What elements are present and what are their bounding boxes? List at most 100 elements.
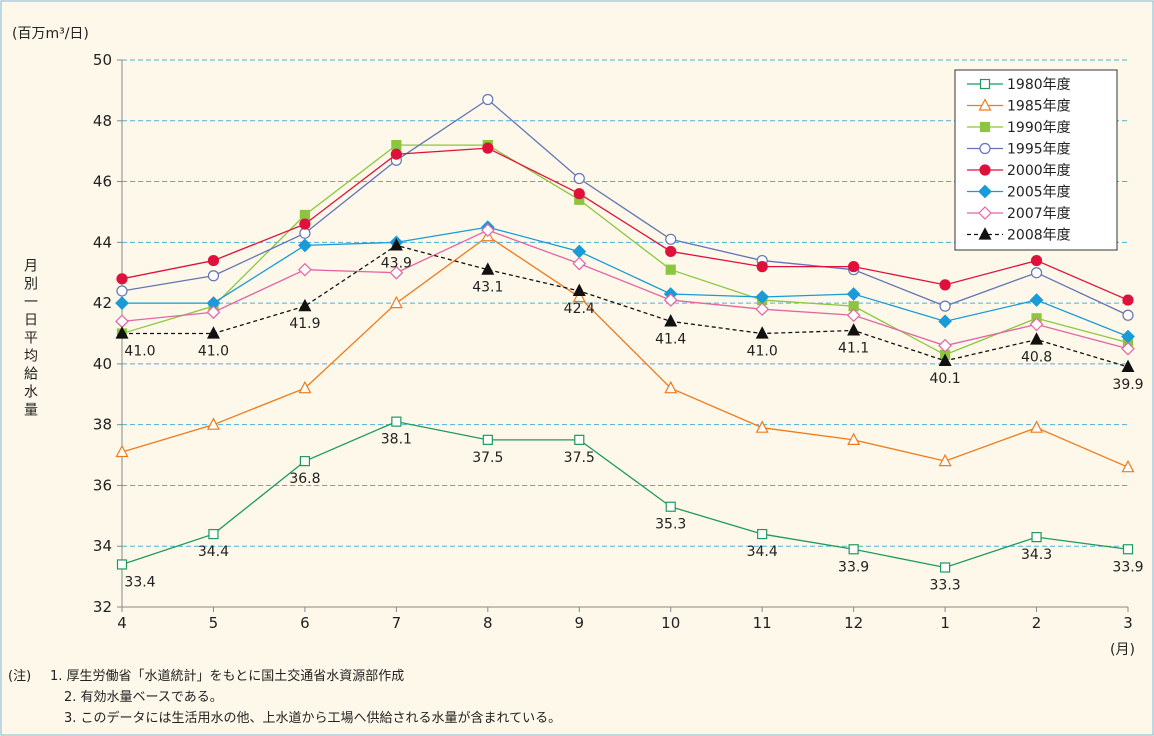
data-label: 38.1 (381, 432, 412, 448)
data-label: 36.8 (289, 471, 320, 487)
data-label: 34.4 (747, 544, 778, 560)
point (116, 285, 128, 297)
data-label: 39.9 (1112, 377, 1143, 393)
series-line (121, 420, 1129, 569)
data-label: 41.0 (747, 344, 778, 360)
point (938, 314, 952, 329)
series-line (121, 229, 1129, 350)
point (115, 444, 129, 458)
legend-marker (978, 98, 992, 111)
y-tick-label: 40 (93, 355, 112, 373)
data-label: 34.3 (1021, 547, 1052, 563)
legend-marker (978, 206, 992, 220)
point (299, 218, 311, 230)
data-label: 41.0 (198, 344, 229, 360)
point (298, 262, 312, 277)
point (391, 416, 402, 427)
point (572, 289, 586, 303)
note: 3. このデータには生活用水の他、上水道から工場へ供給される水量が含まれている。 (64, 710, 561, 726)
point (206, 326, 220, 339)
series-line (122, 244, 1129, 368)
point (1030, 420, 1044, 433)
series-line (121, 98, 1129, 316)
data-label: 41.0 (124, 344, 155, 360)
point (390, 148, 402, 160)
note: 1. 厚生労働省「水道統計」をもとに国土交通省水資源部作成 (50, 668, 404, 684)
y-tick-label: 36 (93, 476, 112, 494)
point (207, 270, 220, 282)
point (665, 501, 676, 512)
point (847, 432, 861, 445)
legend-label: 1995年度 (1007, 142, 1071, 158)
point (938, 353, 952, 366)
data-label: 34.4 (198, 544, 229, 560)
y-tick-label: 44 (93, 233, 112, 251)
x-tick-label: 8 (483, 614, 493, 632)
point (847, 323, 861, 336)
point (299, 209, 311, 221)
data-label: 37.5 (564, 450, 595, 466)
data-label: 41.1 (838, 340, 869, 356)
point (938, 338, 952, 353)
data-label: 35.3 (655, 517, 686, 533)
x-tick-label: 9 (574, 614, 584, 632)
point (299, 456, 311, 467)
point (665, 245, 677, 258)
point (1121, 341, 1135, 356)
point (206, 417, 220, 430)
point (939, 279, 951, 291)
x-tick-label: 4 (117, 614, 127, 632)
legend-box (954, 69, 1118, 251)
point (298, 298, 312, 312)
point (115, 326, 129, 339)
y-tick-label: 48 (93, 112, 112, 130)
point (572, 256, 587, 271)
legend-label: 1985年度 (1007, 99, 1071, 115)
point (206, 305, 221, 320)
point (389, 295, 403, 309)
data-label: 33.3 (930, 577, 961, 593)
series (115, 223, 1135, 356)
series (115, 228, 1135, 473)
y-tick-label: 46 (93, 173, 112, 191)
point (664, 314, 678, 327)
point (1122, 294, 1134, 306)
point (116, 273, 128, 285)
legend-marker (979, 142, 991, 155)
point (665, 264, 676, 275)
series: 33.4 34.4 36.8 38.1 37.5 37.5 35.3 34.4 33.9 33.3… (116, 416, 1144, 593)
data-label: 37.5 (472, 450, 503, 466)
point (116, 559, 128, 570)
x-tick-label: 7 (392, 614, 402, 632)
data-label: 33.9 (1112, 559, 1143, 575)
point (481, 262, 495, 275)
point (939, 300, 951, 312)
point (846, 287, 861, 301)
point (115, 296, 129, 310)
point (574, 434, 585, 445)
data-label: 41.4 (655, 331, 686, 347)
point (1121, 359, 1135, 373)
series (115, 220, 1135, 344)
point (1122, 309, 1134, 321)
point (391, 139, 402, 151)
data-label: 43.1 (472, 280, 503, 296)
point (482, 142, 494, 154)
series (116, 142, 1134, 306)
y-axis-title: 月別一日平均給水量 (22, 258, 38, 420)
legend-label: 2007年度 (1007, 206, 1071, 222)
series: 41.0 41.0 41.9 43.9 43.1 42.4 41.4 41.0 41.1 40.1… (115, 238, 1144, 393)
x-unit: (月) (1110, 642, 1135, 658)
point (1030, 254, 1043, 267)
point (848, 261, 860, 273)
series-line (122, 226, 1129, 338)
point (572, 283, 586, 297)
legend-label: 2008年度 (1007, 228, 1071, 244)
legend-label: 2005年度 (1007, 185, 1071, 201)
point (480, 223, 495, 238)
series-line (121, 147, 1129, 301)
x-tick-label: 2 (1032, 614, 1042, 632)
point (755, 420, 769, 433)
point (938, 453, 952, 467)
legend-marker (978, 184, 992, 199)
